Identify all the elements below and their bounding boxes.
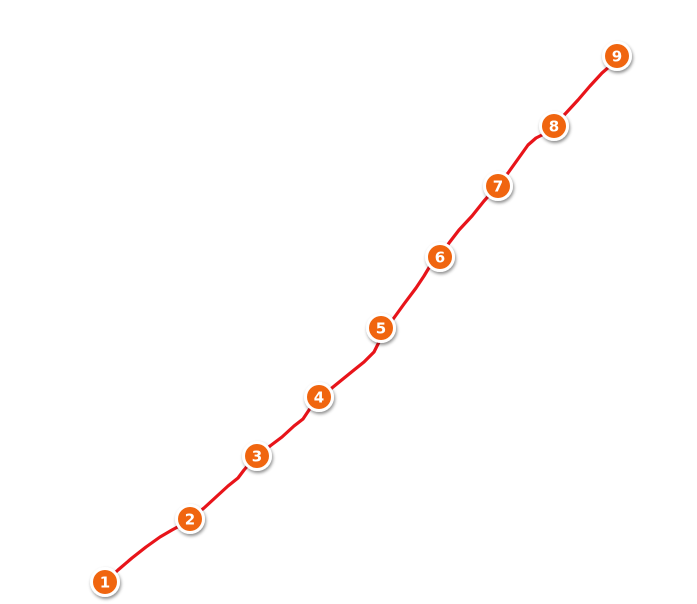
- route-marker-2[interactable]: 2: [175, 504, 205, 534]
- route-marker-4[interactable]: 4: [304, 382, 334, 412]
- marker-number-label: 1: [100, 574, 110, 592]
- marker-number-label: 9: [612, 48, 622, 66]
- numbered-marker-icon: [542, 114, 566, 138]
- numbered-marker-icon: [428, 245, 452, 269]
- marker-number-label: 3: [252, 448, 262, 466]
- marker-number-label: 8: [549, 118, 559, 136]
- route-marker-6[interactable]: 6: [425, 242, 455, 272]
- marker-number-label: 2: [185, 511, 195, 529]
- marker-number-label: 4: [314, 389, 324, 407]
- numbered-marker-icon: [486, 174, 510, 198]
- route-marker-7[interactable]: 7: [483, 171, 513, 201]
- numbered-marker-icon: [178, 507, 202, 531]
- route-marker-1[interactable]: 1: [90, 567, 120, 597]
- route-marker-9[interactable]: 9: [602, 41, 632, 71]
- numbered-marker-icon: [369, 316, 393, 340]
- route-marker-8[interactable]: 8: [539, 111, 569, 141]
- marker-number-label: 5: [376, 320, 386, 338]
- numbered-marker-icon: [245, 444, 269, 468]
- route-marker-5[interactable]: 5: [366, 313, 396, 343]
- numbered-marker-icon: [605, 44, 629, 68]
- numbered-marker-icon: [307, 385, 331, 409]
- route-polyline: [103, 54, 619, 584]
- numbered-marker-icon: [93, 570, 117, 594]
- marker-number-label: 6: [435, 249, 445, 267]
- route-marker-3[interactable]: 3: [242, 441, 272, 471]
- route-line-layer: [103, 54, 619, 584]
- route-markers: 1 2 3 4 5 6 7 8 9: [90, 41, 632, 597]
- marker-number-label: 7: [493, 178, 503, 196]
